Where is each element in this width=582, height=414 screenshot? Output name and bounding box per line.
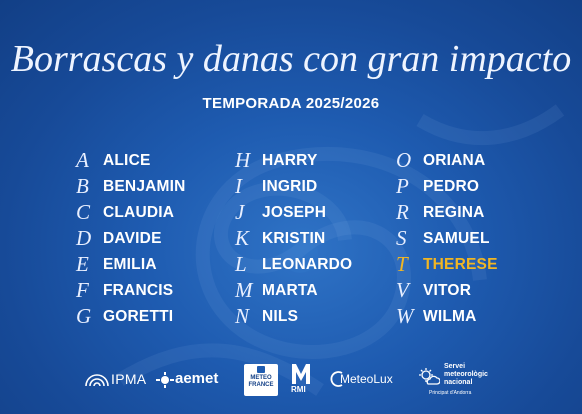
initial-letter: G <box>76 304 92 328</box>
storm-name: ORIANA <box>423 152 486 169</box>
initial-letter: M <box>235 278 253 302</box>
aemet-icon <box>156 372 174 388</box>
storm-name-row: P PEDRO <box>396 174 546 200</box>
storm-name: ALICE <box>103 152 151 169</box>
initial-letter: W <box>396 304 414 328</box>
initial-letter: K <box>235 226 250 250</box>
initial-letter: J <box>235 200 245 224</box>
names-column-1: A ALICE B BENJAMIN C CLAUDIA D DAVIDE E EMILI… <box>76 148 226 330</box>
storm-name: NILS <box>262 308 299 325</box>
storm-name: REGINA <box>423 204 485 221</box>
meteolux-arc-icon <box>330 371 343 387</box>
storm-name-row: A ALICE <box>76 148 226 174</box>
storm-name: JOSEPH <box>262 204 327 221</box>
storm-name-row: K KRISTIN <box>235 226 385 252</box>
names-column-3: O ORIANA P PEDRO R REGINA S SAMUEL T THERESE … <box>396 148 546 330</box>
storm-name-row: I INGRID <box>235 174 385 200</box>
storm-name-row: S SAMUEL <box>396 226 546 252</box>
page-title: Borrascas y danas con gran impacto <box>10 38 572 80</box>
storm-name-row: D DAVIDE <box>76 226 226 252</box>
initial-letter: A <box>76 148 89 172</box>
storm-name: WILMA <box>423 308 477 325</box>
storm-name-row: G GORETTI <box>76 304 226 330</box>
storm-name: SAMUEL <box>423 230 490 247</box>
storm-name-row: M MARTA <box>235 278 385 304</box>
storm-name: DAVIDE <box>103 230 162 247</box>
initial-letter: D <box>76 226 92 250</box>
storm-name-row: C CLAUDIA <box>76 200 226 226</box>
storm-name-row: V VITOR <box>396 278 546 304</box>
storm-name-row-highlighted: T THERESE <box>396 252 546 278</box>
ipma-arcs-icon <box>85 374 109 387</box>
smn-line2: meteorològic <box>444 371 488 378</box>
storm-names-grid: A ALICE B BENJAMIN C CLAUDIA D DAVIDE E EMILI… <box>0 148 582 328</box>
storm-name-row: N NILS <box>235 304 385 330</box>
storm-name: THERESE <box>423 256 498 273</box>
storm-name: FRANCIS <box>103 282 174 299</box>
initial-letter: N <box>235 304 250 328</box>
initial-letter: S <box>396 226 407 250</box>
storm-name-row: E EMILIA <box>76 252 226 278</box>
storm-name: INGRID <box>262 178 318 195</box>
meteofrance-emblem-icon <box>257 366 265 373</box>
ipma-logo-text: IPMA <box>111 371 147 387</box>
initial-letter: B <box>76 174 89 198</box>
storm-name: LEONARDO <box>262 256 353 273</box>
storm-name-row: B BENJAMIN <box>76 174 226 200</box>
storm-name: CLAUDIA <box>103 204 175 221</box>
storm-name-row: O ORIANA <box>396 148 546 174</box>
storm-name: EMILIA <box>103 256 157 273</box>
storm-name: GORETTI <box>103 308 174 325</box>
sun-cloud-icon <box>419 368 440 385</box>
storm-name-row: J JOSEPH <box>235 200 385 226</box>
storm-name-row: F FRANCIS <box>76 278 226 304</box>
initial-letter: L <box>235 252 247 276</box>
storm-name: HARRY <box>262 152 318 169</box>
initial-letter: O <box>396 148 412 172</box>
smn-line3: nacional <box>444 379 473 386</box>
smn-subtitle: Principat d'Andorra <box>429 390 472 396</box>
storm-name: PEDRO <box>423 178 480 195</box>
initial-letter: I <box>235 174 242 198</box>
storm-name-row: L LEONARDO <box>235 252 385 278</box>
meteolux-logo-text: MeteoLux <box>340 372 393 386</box>
initial-letter: R <box>396 200 409 224</box>
storm-name-row: W WILMA <box>396 304 546 330</box>
storm-name: MARTA <box>262 282 318 299</box>
smn-line1: Servei <box>444 363 466 370</box>
meteofrance-line1: METEO <box>250 375 272 381</box>
storm-name-row: R REGINA <box>396 200 546 226</box>
rmi-logo-text: RMI <box>291 385 306 394</box>
names-column-2: H HARRY I INGRID J JOSEPH K KRISTIN L LEONARD… <box>235 148 385 330</box>
storm-name: VITOR <box>423 282 472 299</box>
rmi-emblem-icon <box>292 364 310 384</box>
initial-letter: E <box>76 252 89 276</box>
agency-logos-bar: IPMA aemet METEO FRANCE RMI MeteoLux Ser… <box>0 360 582 400</box>
storm-name: KRISTIN <box>262 230 326 247</box>
meteofrance-line2: FRANCE <box>248 382 274 388</box>
initial-letter: P <box>396 174 409 198</box>
storm-name: BENJAMIN <box>103 178 186 195</box>
initial-letter: T <box>396 252 408 276</box>
initial-letter: V <box>396 278 409 302</box>
aemet-logo-text: aemet <box>175 370 219 387</box>
initial-letter: F <box>76 278 89 302</box>
initial-letter: H <box>235 148 251 172</box>
meteofrance-logo: METEO FRANCE <box>244 364 278 396</box>
storm-name-row: H HARRY <box>235 148 385 174</box>
initial-letter: C <box>76 200 91 224</box>
season-subtitle: TEMPORADA 2025/2026 <box>202 95 380 112</box>
